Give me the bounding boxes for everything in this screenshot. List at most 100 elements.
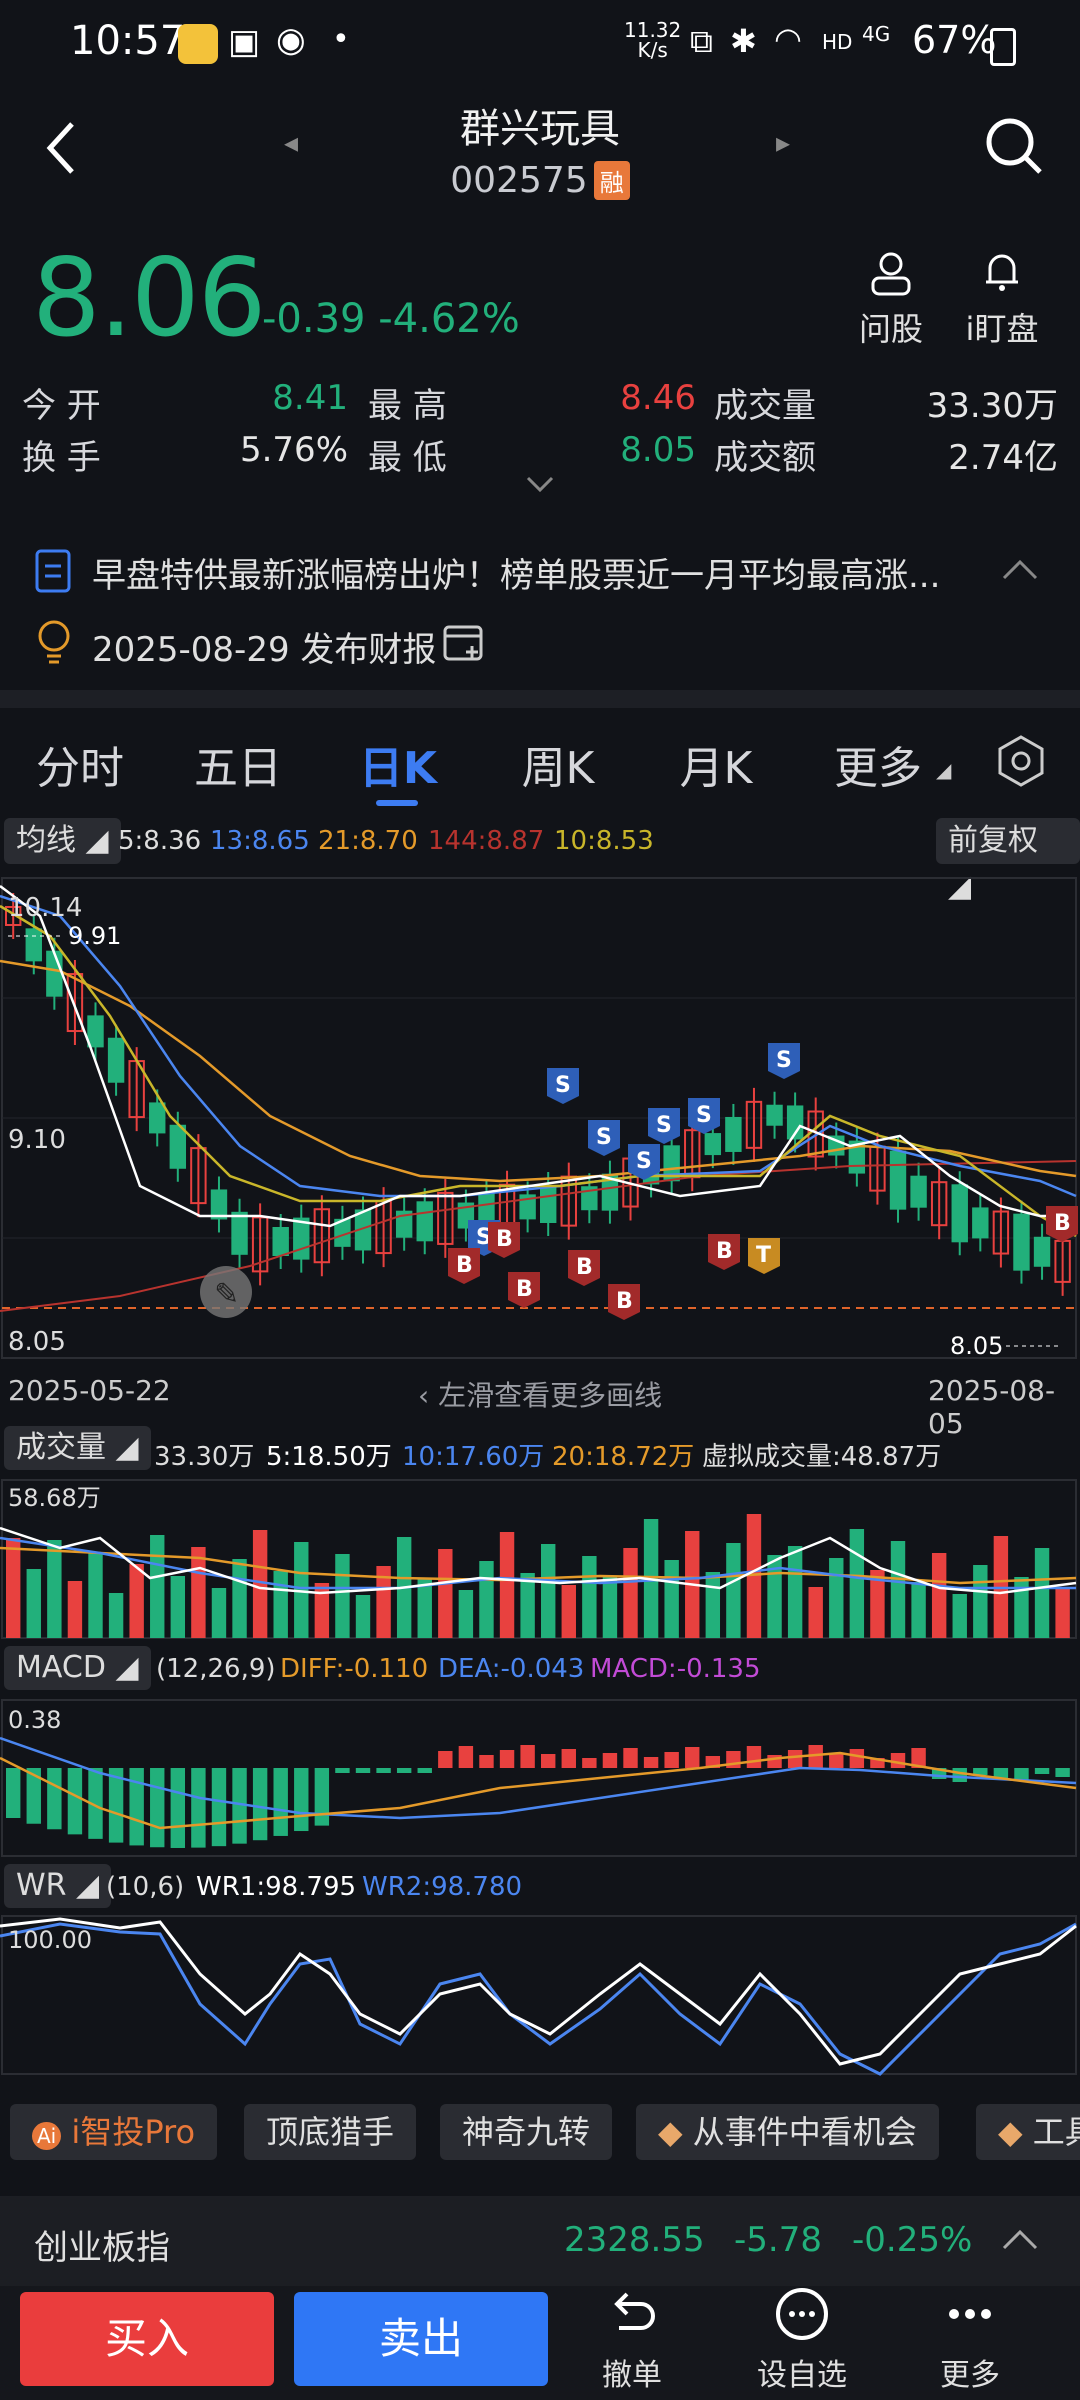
trade-signal-s[interactable]: S (628, 1144, 660, 1180)
svg-text:S: S (776, 1048, 792, 1073)
tab-intraday[interactable]: 分时 (36, 743, 124, 794)
tool-top-bottom[interactable]: 顶底猎手 (244, 2104, 417, 2160)
macd-diff: DIFF:-0.110 (280, 1654, 429, 1684)
wr-chart[interactable]: 100.00 (0, 1914, 1080, 2076)
macd-bar (129, 1768, 144, 1846)
volume-bar (355, 1595, 371, 1638)
draw-tool-button[interactable] (200, 1266, 252, 1318)
volume-bar (417, 1578, 432, 1638)
macd-bar (993, 1768, 1009, 1778)
macd-selector[interactable]: MACD ◢ (4, 1646, 151, 1690)
next-stock-button[interactable]: ▸ (776, 126, 791, 159)
trade-signal-t[interactable]: T (748, 1238, 780, 1274)
current-price: 8.06 (32, 236, 266, 361)
watch-button[interactable]: i盯盘 (952, 248, 1052, 350)
trade-signal-b[interactable]: B (448, 1248, 480, 1284)
vol-ma5-line (0, 1526, 1077, 1595)
macd-ind-label: MACD (16, 1650, 106, 1685)
ask-stock-button[interactable]: 问股 (846, 248, 936, 350)
settings-icon[interactable] (996, 734, 1046, 788)
candle (395, 1210, 413, 1238)
volume-bar (479, 1561, 494, 1638)
ma-selector[interactable]: 均线 ◢ (4, 818, 121, 864)
swipe-hint: ‹ 左滑查看更多画线 (418, 1379, 663, 1412)
wr-max-label: 100.00 (8, 1926, 92, 1954)
trade-signal-b[interactable]: B (608, 1284, 640, 1320)
volume-bar (952, 1594, 967, 1638)
candle (972, 1207, 989, 1239)
open-label: 今 开 (22, 386, 101, 426)
trade-signal-s[interactable]: S (648, 1108, 680, 1144)
undo-icon (614, 2292, 655, 2330)
tool-ai-invest[interactable]: Ai i智投Pro (10, 2104, 218, 2160)
trade-signal-s[interactable]: S (688, 1098, 720, 1134)
macd-chart[interactable]: 0.38 (0, 1698, 1080, 1858)
candle (745, 1100, 763, 1149)
high-label: 最 高 (368, 386, 447, 426)
tool-tools[interactable]: ◆ 工具 (976, 2104, 1080, 2160)
adjust-selector[interactable]: 前复权 ◢ (936, 818, 1080, 904)
trade-signal-s[interactable]: S (588, 1120, 620, 1156)
tab-weekly-k[interactable]: 周K (521, 743, 595, 794)
high-value: 8.46 (620, 378, 696, 418)
period-tabs: 分时 五日 日K 周K 月K 更多 ◢ (0, 722, 1080, 812)
tool-magic-nine[interactable]: 神奇九转 (440, 2104, 613, 2160)
swipe-hint-text: 左滑查看更多画线 (438, 1379, 663, 1412)
tab-monthly-k[interactable]: 月K (679, 743, 753, 794)
svg-text:B: B (456, 1253, 473, 1278)
trade-signal-s[interactable]: S (768, 1043, 800, 1079)
sell-button[interactable]: 卖出 (294, 2292, 548, 2386)
svg-text:B: B (496, 1227, 513, 1252)
candle (951, 1184, 968, 1243)
ma-legend: 均线 ◢ 5:8.36 13:8.65 21:8.70 144:8.87 10:… (0, 818, 1080, 904)
chevron-down-icon (526, 476, 554, 493)
buy-button[interactable]: 买入 (20, 2292, 274, 2386)
macd-bar (602, 1753, 618, 1768)
prev-stock-button[interactable]: ◂ (284, 126, 299, 159)
search-button[interactable] (982, 114, 1046, 182)
cancel-order-button[interactable]: 撤单 (578, 2286, 686, 2394)
svg-text:S: S (596, 1125, 612, 1150)
tab-five-day[interactable]: 五日 (194, 743, 282, 794)
index-bar[interactable]: 创业板指 2328.55 -5.78 -0.25% (0, 2196, 1080, 2286)
dot-icon: • (332, 22, 350, 57)
wr-ind-label: WR (16, 1868, 67, 1903)
candle (231, 1211, 248, 1255)
macd-bar (808, 1745, 823, 1768)
macd-bar (438, 1751, 453, 1768)
chevron-up-icon[interactable] (1000, 2228, 1040, 2252)
trade-signal-b[interactable]: B (488, 1222, 520, 1258)
news-headline[interactable]: 早盘特供最新涨幅榜出炉！榜单股票近一月平均最高涨... (92, 556, 941, 596)
macd-bar (931, 1768, 947, 1779)
more-button[interactable]: 更多 (920, 2286, 1020, 2394)
trade-signal-b[interactable]: B (1046, 1206, 1078, 1242)
meituan-app-icon (178, 24, 218, 64)
back-button[interactable] (30, 112, 100, 182)
trade-signal-b[interactable]: B (568, 1250, 600, 1286)
volume-bar (890, 1541, 906, 1638)
candle (416, 1201, 433, 1242)
volume-chart[interactable]: 58.68万 (0, 1478, 1080, 1640)
lightbulb-icon (38, 620, 70, 664)
volume-bar (973, 1565, 988, 1638)
wr-selector[interactable]: WR ◢ (4, 1864, 112, 1908)
caret-icon: ◢ (936, 758, 952, 782)
hd-label: HD (822, 30, 853, 54)
tool-event-chance[interactable]: ◆ 从事件中看机会 (636, 2104, 939, 2160)
volume-value: 33.30万 (926, 386, 1058, 426)
calendar-add-icon[interactable] (442, 620, 486, 664)
date-end: 2025-08-05 (928, 1374, 1056, 1440)
trade-signal-b[interactable]: B (508, 1272, 540, 1308)
volume-selector[interactable]: 成交量 ◢ (4, 1426, 151, 1470)
more-label: 更多 (940, 2358, 1000, 2393)
chevron-up-icon[interactable] (1000, 558, 1040, 582)
tab-more[interactable]: 更多 (834, 743, 922, 794)
trade-signal-b[interactable]: B (708, 1234, 740, 1270)
volume-bar (170, 1576, 186, 1638)
tab-daily-k[interactable]: 日K (358, 743, 438, 794)
expand-quote-button[interactable] (524, 474, 556, 498)
add-watchlist-button[interactable]: 设自选 (742, 2286, 862, 2394)
trade-signal-s[interactable]: S (547, 1068, 579, 1104)
event-text[interactable]: 2025-08-29 发布财报 (92, 630, 437, 670)
